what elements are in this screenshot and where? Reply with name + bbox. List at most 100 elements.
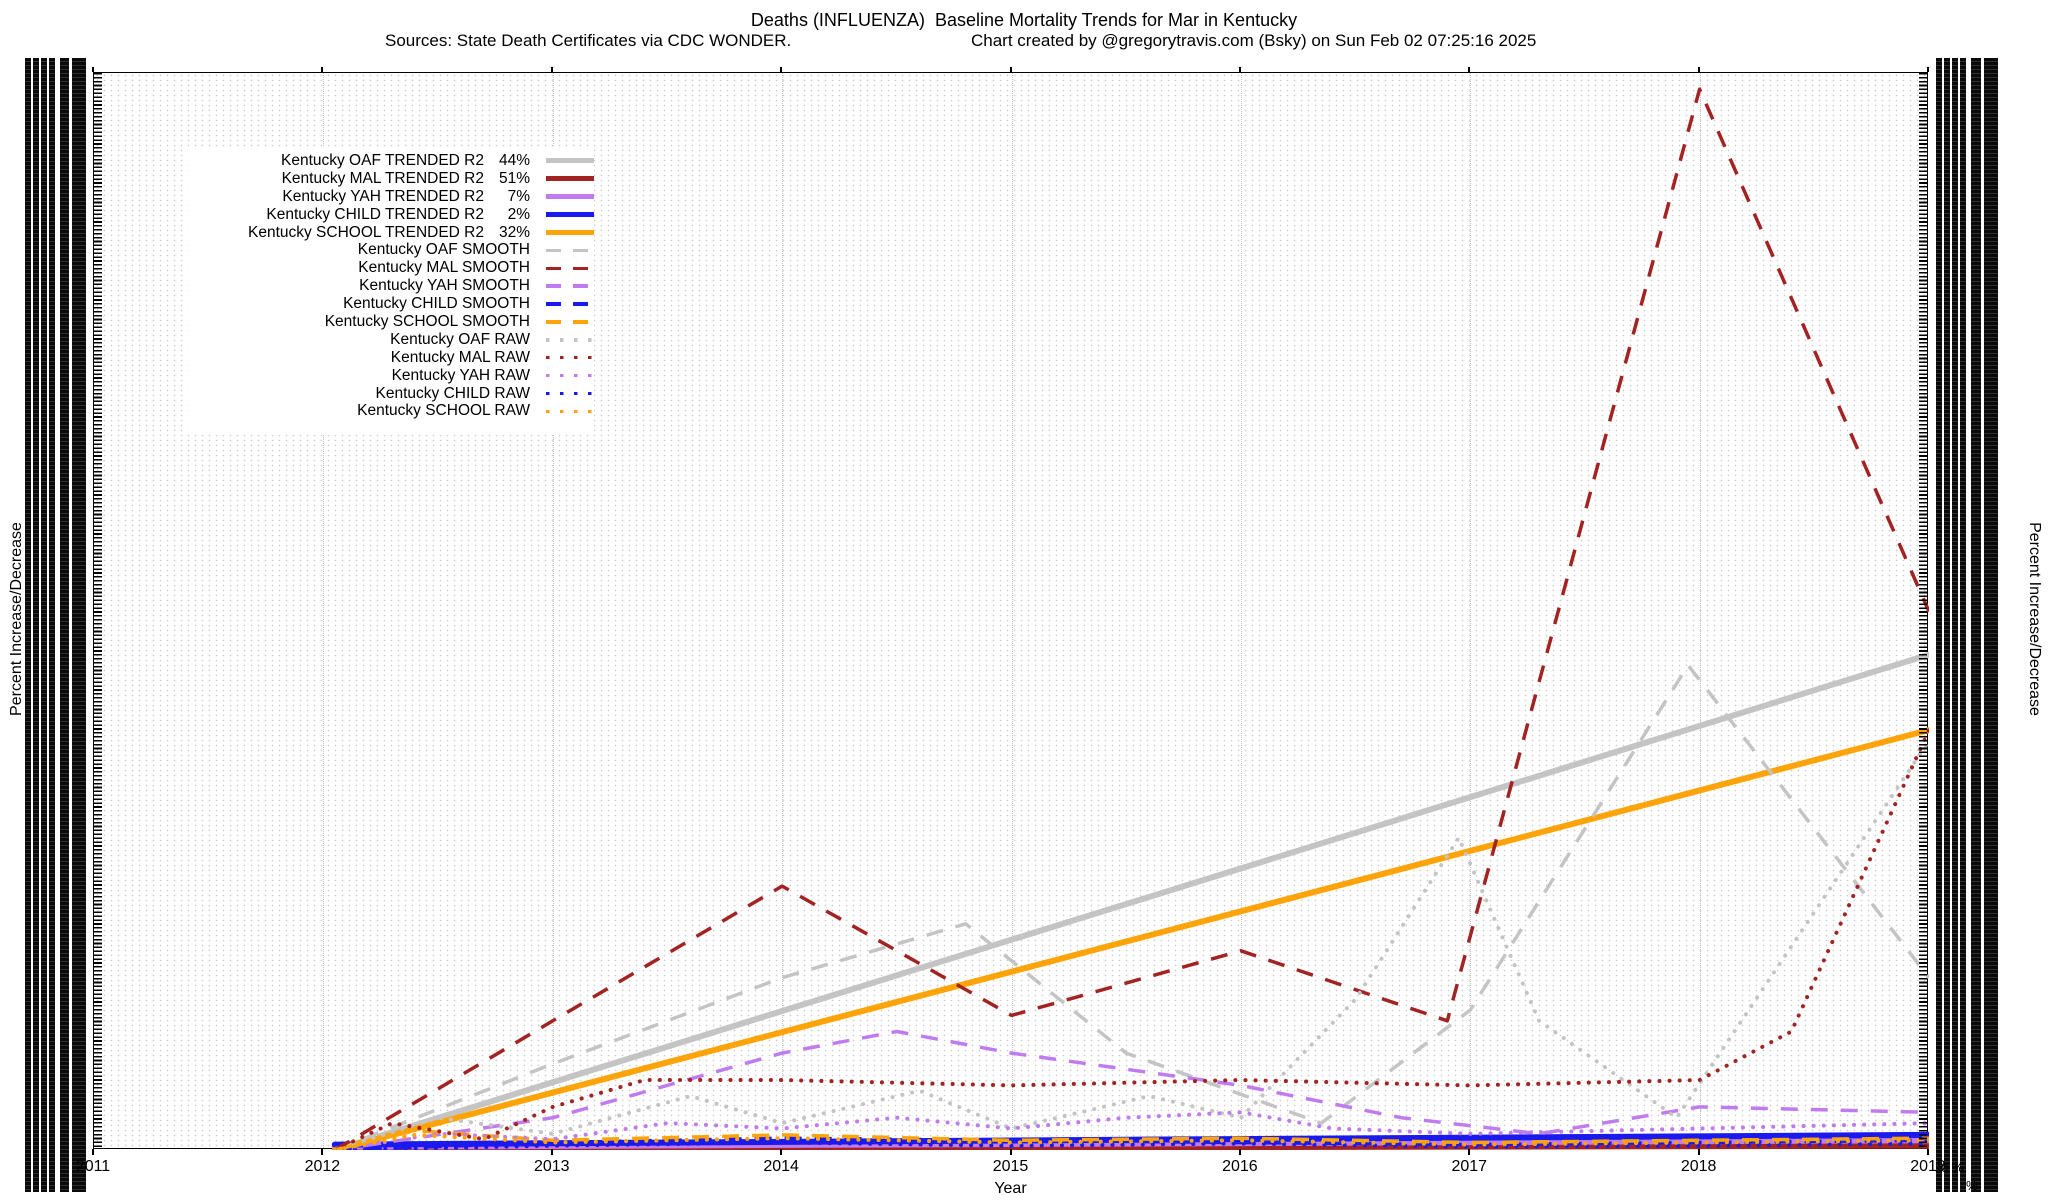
y-axis-title-left: Percent Increase/Decrease	[8, 522, 25, 716]
series-oaf-trended-line	[331, 651, 1929, 1150]
right-axis-tick-ruler	[1919, 73, 1927, 1148]
legend-row-school-smooth: Kentucky SCHOOL SMOOTH	[188, 313, 594, 331]
legend-label: Kentucky YAH TRENDED R2	[282, 187, 484, 205]
legend-swatch-trend	[546, 230, 594, 235]
legend-swatch-smooth	[546, 248, 594, 253]
legend-swatch-trend	[546, 212, 594, 218]
x-tick-mark	[1468, 67, 1471, 72]
legend-label: Kentucky MAL TRENDED R2	[281, 169, 484, 187]
x-tick-mark	[1238, 1149, 1241, 1155]
x-tick-mark	[1009, 1149, 1012, 1155]
x-tick-label: 2015	[992, 1158, 1029, 1175]
legend-swatch-smooth	[546, 320, 594, 324]
x-tick-mark	[780, 1149, 783, 1155]
series-mal-raw-line	[332, 728, 1929, 1150]
x-tick-label: 2011	[75, 1158, 111, 1175]
series-yah-raw-line	[332, 1110, 1929, 1150]
legend-row-yah-smooth: Kentucky YAH SMOOTH	[188, 277, 594, 295]
legend-swatch-raw	[546, 373, 594, 378]
x-tick-mark	[1927, 1149, 1929, 1155]
legend-label: Kentucky SCHOOL RAW	[357, 402, 530, 420]
overlapped-tick-labels-right	[1944, 58, 1950, 1192]
year-gridline	[782, 73, 784, 1148]
legend-swatch-trend	[546, 158, 594, 164]
x-tick-mark	[780, 67, 783, 72]
x-tick-mark	[1009, 67, 1012, 72]
x-axis-title: Year	[994, 1180, 1027, 1197]
legend-row-oaf-trended: Kentucky OAF TRENDED R2 44%	[188, 152, 594, 170]
legend-label: Kentucky YAH RAW	[391, 366, 530, 384]
year-gridline	[323, 73, 325, 1148]
legend-row-school-raw: Kentucky SCHOOL RAW	[188, 402, 594, 420]
year-gridline	[1011, 73, 1013, 1148]
series-mal-smooth-line	[333, 87, 1929, 1150]
x-tick-mark	[92, 67, 94, 72]
x-tick-label: 2018	[1680, 1158, 1717, 1175]
legend-row-oaf-smooth: Kentucky OAF SMOOTH	[188, 241, 594, 259]
legend-swatch-trend	[546, 194, 594, 200]
legend-label: Kentucky YAH SMOOTH	[359, 277, 530, 295]
series-school-raw-line	[332, 1132, 1929, 1150]
overlapped-tick-labels-right	[1960, 58, 1966, 1192]
x-tick-mark	[1697, 1149, 1700, 1155]
legend-label: Kentucky MAL SMOOTH	[358, 259, 530, 277]
overlapped-tick-labels-right	[1936, 58, 1942, 1192]
legend-swatch-smooth	[546, 302, 594, 306]
legend-swatch-trend	[546, 176, 594, 182]
tick-label-fragment: %	[1966, 1178, 1978, 1193]
legend-label: Kentucky OAF TRENDED R2	[281, 152, 484, 169]
x-tick-label: 2017	[1451, 1158, 1488, 1175]
series-child-smooth-line	[334, 1136, 1929, 1150]
plot-canvas	[331, 87, 1929, 1150]
x-tick-mark	[1927, 67, 1929, 72]
legend-row-child-smooth: Kentucky CHILD SMOOTH	[188, 295, 594, 313]
legend-swatch-raw	[546, 391, 594, 396]
legend-label: Kentucky CHILD TRENDED R2	[266, 205, 484, 223]
legend-r2-value: 51%	[498, 169, 530, 187]
legend-label: Kentucky OAF SMOOTH	[357, 241, 530, 259]
plot-area: Kentucky OAF TRENDED R2 44% Kentucky MAL T…	[93, 72, 1929, 1150]
legend-swatch-smooth	[546, 266, 594, 271]
left-axis-tick-ruler	[94, 73, 102, 1148]
legend-label: Kentucky SCHOOL TRENDED R2	[247, 223, 484, 241]
legend-row-child-trended: Kentucky CHILD TRENDED R2 2%	[188, 206, 594, 224]
overlapped-tick-labels-left	[25, 58, 31, 1192]
legend-r2-value: 7%	[507, 187, 530, 205]
legend-row-mal-raw: Kentucky MAL RAW	[188, 349, 594, 367]
legend-r2-value: 2%	[507, 205, 530, 223]
chart-sources: Sources: State Death Certificates via CD…	[385, 31, 792, 50]
chart-title: Deaths (INFLUENZA) Baseline Mortality Tr…	[750, 10, 1298, 30]
overlapped-tick-labels-right	[1984, 58, 1998, 1192]
legend-row-yah-raw: Kentucky YAH RAW	[188, 367, 594, 385]
legend-row-yah-trended: Kentucky YAH TRENDED R2 7%	[188, 188, 594, 206]
year-gridline	[552, 73, 554, 1148]
overlapped-tick-labels-right	[1952, 58, 1958, 1192]
x-tick-mark	[92, 1149, 94, 1155]
legend-row-school-trended: Kentucky SCHOOL TRENDED R2 32%	[188, 224, 594, 242]
year-gridline	[1699, 73, 1701, 1148]
legend-swatch-raw	[546, 409, 594, 414]
chart-credit: Chart created by @gregorytravis.com (Bsk…	[971, 31, 1537, 50]
x-tick-label: 2012	[304, 1158, 341, 1175]
overlapped-tick-labels-left	[33, 58, 39, 1192]
y-axis-title-right: Percent Increase/Decrease	[2026, 522, 2043, 716]
legend-r2-value: 32%	[498, 223, 530, 241]
tick-label-fragment: 0 %	[1941, 1160, 1964, 1175]
x-tick-mark	[1238, 67, 1241, 72]
series-yah-smooth-line	[334, 1029, 1929, 1150]
x-tick-label: 2019	[1910, 1158, 1946, 1175]
legend-swatch-raw	[546, 338, 594, 342]
legend-label: Kentucky CHILD RAW	[375, 384, 530, 402]
legend-label: Kentucky SCHOOL SMOOTH	[324, 313, 530, 331]
legend-row-mal-trended: Kentucky MAL TRENDED R2 51%	[188, 170, 594, 188]
overlapped-tick-labels-left	[49, 58, 55, 1192]
year-gridline	[1240, 73, 1242, 1148]
x-tick-label: 2013	[533, 1158, 570, 1175]
legend-swatch-raw	[546, 355, 594, 360]
x-tick-mark	[321, 1149, 324, 1155]
x-tick-mark	[550, 67, 553, 72]
legend-label: Kentucky CHILD SMOOTH	[343, 295, 530, 313]
x-tick-mark	[321, 67, 324, 72]
x-tick-mark	[1697, 67, 1700, 72]
